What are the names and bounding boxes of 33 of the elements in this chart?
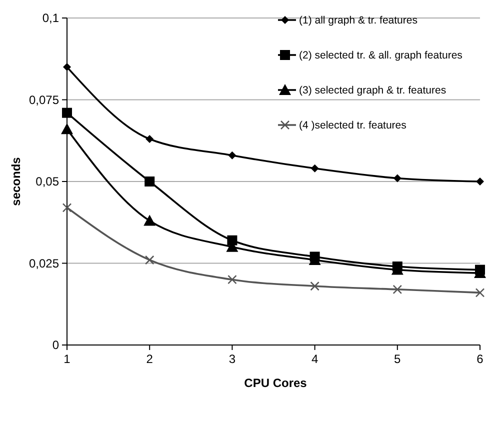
y-tick-label: 0,1 [42,11,60,26]
x-tick-label: 5 [394,352,402,366]
y-axis-title: seconds [9,156,23,206]
point [475,288,485,298]
point [310,164,319,172]
point [393,174,402,182]
x-tick-label: 3 [228,352,236,366]
point [392,284,402,294]
x-tick-label: 2 [146,352,154,366]
point [310,281,320,291]
point [61,123,73,134]
y-tick-label: 0,025 [28,256,60,270]
point [228,274,237,284]
point [144,255,154,265]
point [146,134,154,143]
legend-label: (3) selected graph & tr. features [299,84,446,97]
point [228,151,236,160]
x-tick-label: 1 [64,352,71,366]
point [62,203,72,212]
y-tick-label: 0,05 [36,174,60,189]
point [62,108,72,118]
point [144,176,155,186]
point [476,178,484,186]
legend-label: (4 )selected tr. features [299,120,406,132]
x-tick-label: 6 [476,352,484,366]
y-tick-label: 0 [52,338,60,352]
y-tick-label: 0,075 [28,92,60,107]
point [63,63,71,72]
x-axis-title: CPU Cores [244,376,308,390]
point [144,214,156,226]
x-tick-label: 4 [311,352,318,366]
legend-label: (1) all graph & tr. features [299,14,418,27]
legend-label: (2) selected tr. & all. graph features [299,50,462,62]
